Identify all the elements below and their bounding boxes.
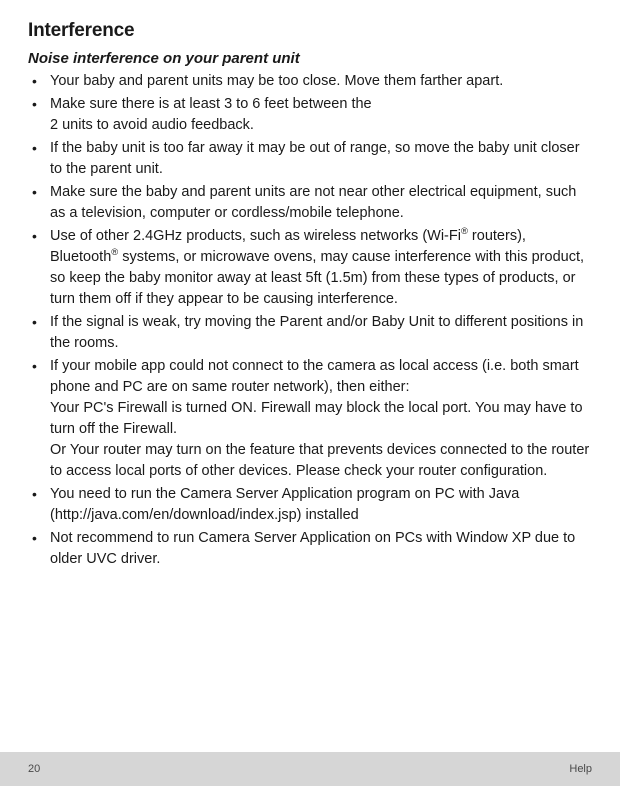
list-item: If the baby unit is too far away it may … (28, 138, 592, 180)
bullet-list: Your baby and parent units may be too cl… (28, 71, 592, 570)
list-item: If your mobile app could not connect to … (28, 356, 592, 482)
page-subtitle: Noise interference on your parent unit (28, 50, 592, 67)
list-item: Not recommend to run Camera Server Appli… (28, 528, 592, 570)
list-item: Make sure there is at least 3 to 6 feet … (28, 94, 592, 136)
manual-page: Interference Noise interference on your … (0, 0, 620, 786)
page-number: 20 (28, 763, 40, 775)
page-title: Interference (28, 20, 592, 42)
list-item: Make sure the baby and parent units are … (28, 182, 592, 224)
list-item: Use of other 2.4GHz products, such as wi… (28, 226, 592, 310)
list-item: You need to run the Camera Server Applic… (28, 484, 592, 526)
list-item: Your baby and parent units may be too cl… (28, 71, 592, 92)
footer-section: Help (569, 763, 592, 775)
list-item: If the signal is weak, try moving the Pa… (28, 312, 592, 354)
page-footer: 20 Help (0, 752, 620, 786)
